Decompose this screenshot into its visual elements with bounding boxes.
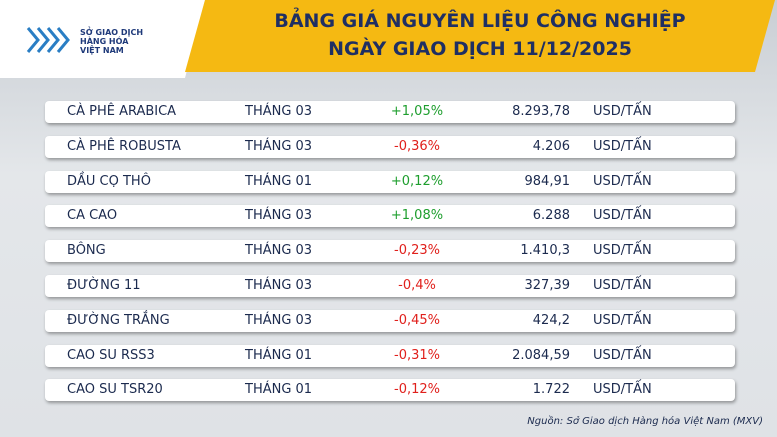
commodity: ĐƯỜNG TRẮNG: [67, 312, 170, 328]
unit: USD/TẤN: [593, 382, 652, 398]
price: 6.288: [532, 208, 570, 224]
table-row: BÔNG THÁNG 03 -0,23% 1.410,3 USD/TẤN: [45, 240, 735, 263]
table-row: CA CAO THÁNG 03 +1,08% 6.288 USD/TẤN: [45, 205, 735, 228]
commodity: CAO SU TSR20: [67, 382, 163, 398]
commodity: ĐƯỜNG 11: [67, 278, 141, 293]
unit: USD/TẤN: [593, 138, 652, 154]
price: 327,39: [524, 278, 571, 293]
month: THÁNG 03: [245, 138, 313, 154]
logo-text: HÀNG HÓA: [80, 37, 129, 46]
commodity: CAO SU RSS3: [67, 347, 155, 363]
logo-text: SỞ GIAO DỊCH: [80, 28, 144, 37]
table-row: CAO SU TSR20 THÁNG 01 -0,12% 1.722 USD/TẤN: [45, 379, 735, 402]
price: 1.722: [532, 382, 570, 398]
price: 424,2: [532, 312, 570, 328]
table-row: ĐƯỜNG 11 THÁNG 03 -0,4% 327,39 USD/TẤN: [45, 275, 735, 297]
table-row: ĐƯỜNG TRẮNG THÁNG 03 -0,45% 424,2 USD/TẤN: [45, 309, 735, 332]
unit: USD/TẤN: [593, 208, 652, 224]
price: 984,91: [524, 173, 571, 189]
unit: USD/TẤN: [593, 312, 652, 328]
commodity: CÀ PHÊ ARABICA: [67, 104, 177, 119]
change: -0,31%: [394, 347, 440, 363]
title: BẢNG GIÁ NGUYÊN LIỆU CÔNG NGHIỆP: [274, 10, 686, 32]
price: 1.410,3: [520, 243, 570, 259]
month: THÁNG 03: [245, 278, 313, 293]
month: THÁNG 03: [245, 104, 313, 119]
change: +0,12%: [390, 173, 444, 189]
table-row: CÀ PHÊ ROBUSTA THÁNG 03 -0,36% 4.206 USD/TẤN: [45, 135, 735, 158]
month: THÁNG 03: [245, 243, 313, 259]
change: -0,4%: [398, 278, 436, 293]
month: THÁNG 03: [245, 312, 313, 328]
logo-text: VIỆT NAM: [80, 46, 124, 55]
table-row: CAO SU RSS3 THÁNG 01 -0,31% 2.084,59 USD/TẤN: [45, 344, 735, 367]
table-row: CÀ PHÊ ARABICA THÁNG 03 +1,05% 8.293,78 USD/…: [45, 101, 735, 123]
month: THÁNG 01: [245, 173, 313, 189]
unit: USD/TẤN: [593, 278, 652, 293]
change: -0,36%: [394, 138, 440, 154]
change: +1,08%: [390, 208, 444, 224]
unit: USD/TẤN: [593, 347, 652, 363]
price: 4.206: [532, 138, 570, 154]
change: -0,12%: [394, 382, 440, 398]
month: THÁNG 01: [245, 347, 313, 363]
change: -0,23%: [394, 243, 440, 259]
commodity: DẦU CỌ THÔ: [67, 173, 151, 189]
month: THÁNG 03: [245, 208, 313, 224]
change: +1,05%: [390, 104, 444, 119]
commodity: CÀ PHÊ ROBUSTA: [67, 138, 181, 154]
unit: USD/TẤN: [593, 104, 652, 119]
unit: USD/TẤN: [593, 243, 652, 259]
price: 8.293,78: [512, 104, 570, 119]
month: THÁNG 01: [245, 382, 313, 398]
price: 2.084,59: [512, 347, 570, 363]
title: NGÀY GIAO DỊCH 11/12/2025: [328, 38, 632, 60]
change: -0,45%: [394, 312, 440, 328]
unit: USD/TẤN: [593, 173, 652, 189]
banner: [0, 0, 775, 78]
table-row: DẦU CỌ THÔ THÁNG 01 +0,12% 984,91 USD/TẤN: [45, 170, 735, 193]
commodity: CA CAO: [67, 208, 118, 224]
source: Nguồn: Sở Giao dịch Hàng hóa Việt Nam (M…: [527, 416, 763, 427]
commodity: BÔNG: [67, 243, 106, 259]
